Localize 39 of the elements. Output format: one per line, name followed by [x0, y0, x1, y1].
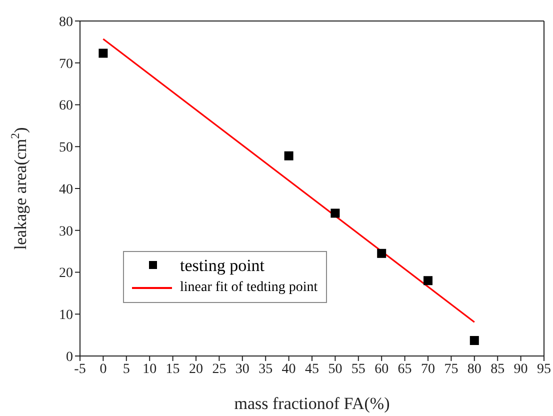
x-tick-label: 30 [235, 362, 250, 377]
x-tick-label: 50 [328, 362, 342, 377]
x-tick-label: 90 [514, 362, 528, 377]
x-axis-title: mass fractionof FA(%) [234, 394, 390, 413]
y-tick-label: 50 [59, 140, 73, 156]
x-tick-label: 80 [467, 362, 482, 377]
x-tick-label: 25 [212, 362, 226, 377]
x-tick-label: 15 [166, 362, 180, 377]
y-tick-label: 0 [66, 350, 73, 365]
x-tick-label: 20 [189, 362, 203, 377]
point [470, 336, 479, 346]
point [98, 48, 108, 58]
x-tick-label: 10 [142, 362, 157, 377]
x-tick-label: 35 [258, 362, 273, 377]
x-tick-label: 70 [421, 362, 435, 377]
y-tick-label: 70 [59, 56, 73, 72]
x-tick-label: 65 [398, 362, 412, 377]
x-tick-label: 0 [100, 362, 107, 377]
y-tick-label: 40 [59, 182, 73, 198]
legend-label: linear fit of tedting point [180, 280, 318, 296]
y-tick-label: 30 [59, 224, 73, 240]
x-tick-label: 75 [444, 362, 458, 377]
x-tick-label: 85 [490, 362, 505, 377]
x-tick-label: 40 [282, 362, 296, 377]
x-tick-label: 45 [305, 362, 319, 377]
x-tick-label: -5 [74, 362, 86, 377]
y-tick-label: 80 [59, 14, 73, 30]
point [284, 151, 294, 160]
y-tick-label: 20 [59, 266, 73, 282]
x-tick-label: 95 [537, 362, 551, 377]
x-tick-label: 60 [374, 362, 389, 377]
legend-label: testing point [180, 256, 265, 276]
y-tick-label: 10 [59, 308, 73, 324]
y-tick-label: 60 [59, 98, 73, 114]
point [424, 276, 432, 286]
point [377, 248, 386, 258]
x-tick-label: 5 [122, 362, 130, 377]
point [330, 208, 340, 218]
x-tick-label: 55 [351, 362, 366, 377]
